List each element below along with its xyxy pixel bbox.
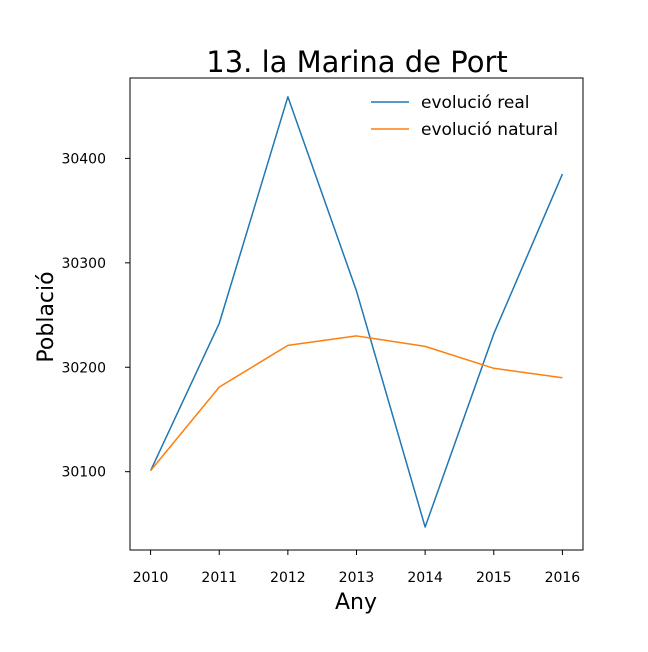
y-tick-label: 30200 — [61, 360, 106, 376]
chart-title: 13. la Marina de Port — [206, 45, 507, 79]
x-tick-label: 2015 — [476, 570, 512, 586]
plot-area — [129, 77, 584, 551]
series-line-2 — [150, 335, 563, 472]
series-layer — [149, 96, 564, 528]
x-axis: 2010 2011 2012 2013 2014 2015 2016 — [133, 550, 581, 586]
x-axis-label: Any — [335, 590, 377, 615]
y-axis: 30100 30200 30300 30400 — [61, 151, 130, 481]
y-tick-label: 30400 — [61, 151, 106, 167]
x-tick-label: 2014 — [407, 570, 443, 586]
x-tick-label: 2012 — [270, 570, 306, 586]
series-line-1 — [149, 96, 564, 528]
x-tick-label: 2016 — [545, 570, 581, 586]
y-axis-label: Població — [34, 271, 59, 362]
legend-label: evolució natural — [421, 120, 558, 140]
legend-label: evolució real — [421, 93, 530, 113]
y-tick-label: 30100 — [61, 465, 106, 481]
legend: evolució real evolució natural — [371, 93, 558, 140]
y-tick-label: 30300 — [61, 256, 106, 272]
x-tick-label: 2010 — [133, 570, 169, 586]
x-tick-label: 2011 — [201, 570, 237, 586]
x-tick-label: 2013 — [339, 570, 375, 586]
